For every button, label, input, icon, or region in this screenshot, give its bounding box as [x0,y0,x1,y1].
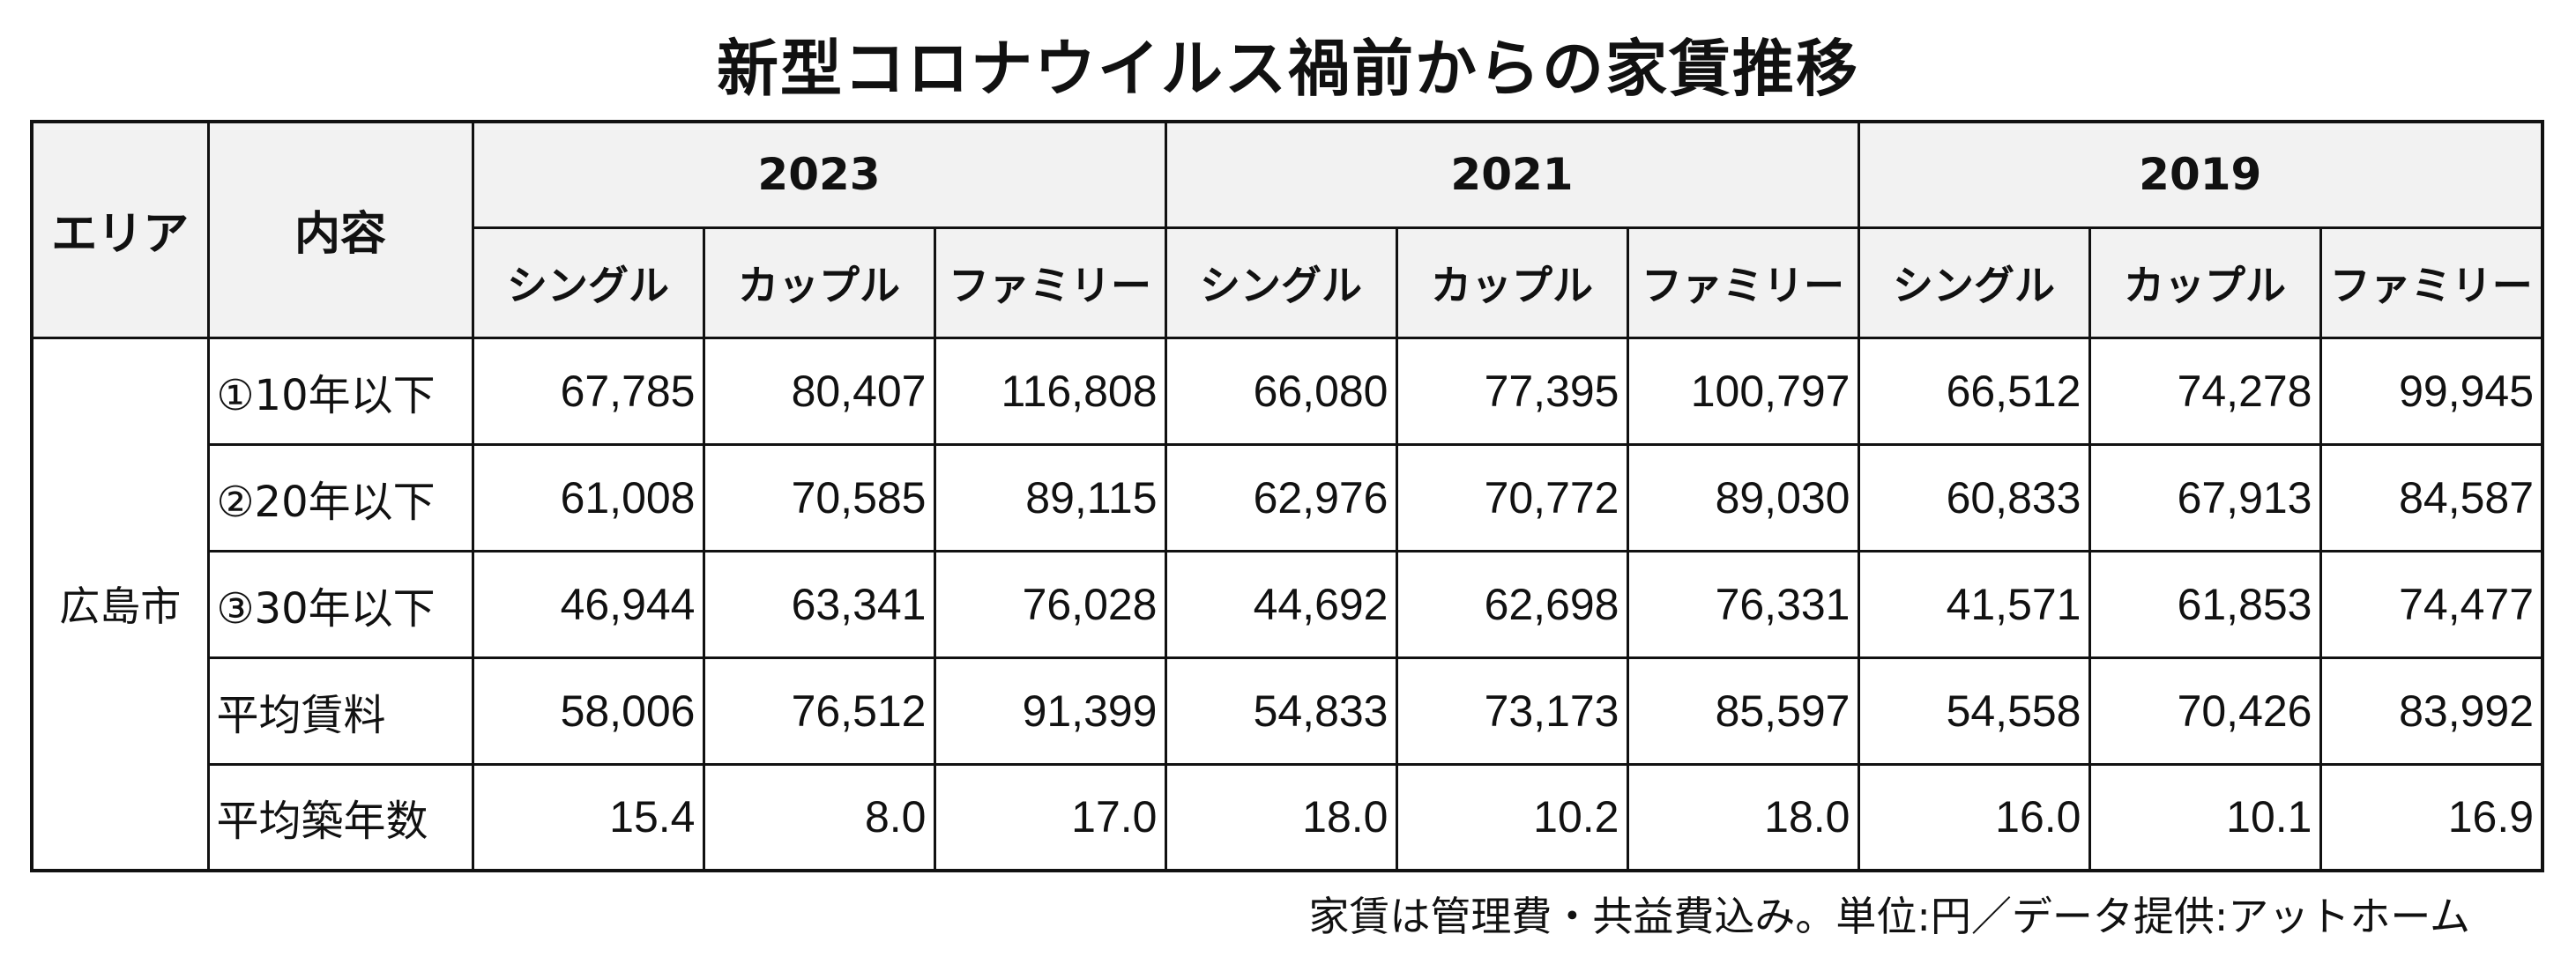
source-note: 家賃は管理費・共益費込み。単位:円／データ提供:アットホーム [1308,893,2470,940]
value-cell: 60,833 [1857,442,2091,553]
type-header-family: ファミリー [1626,226,1860,339]
type-header-family: ファミリー [933,226,1167,339]
value-cell: 83,992 [2319,656,2544,766]
value-cell: 66,512 [1857,336,2091,446]
value-cell: 76,512 [702,656,936,766]
value-cell: 116,808 [933,336,1167,446]
value-cell: 10.1 [2088,762,2322,872]
year-header-row: エリア 内容 2023 2021 2019 [30,120,2544,339]
area-cell: 広島市 [30,336,210,872]
value-cell: 41,571 [1857,549,2091,659]
value-cell: 76,028 [933,549,1167,659]
row-label: 平均賃料 [206,656,474,766]
value-cell: 70,585 [702,442,936,553]
type-header-single: シングル [1164,226,1398,339]
year-header-2023: 2023 [471,120,1167,229]
value-cell: 61,008 [471,442,705,553]
value-cell: 99,945 [2319,336,2544,446]
value-cell: 46,944 [471,549,705,659]
value-cell: 18.0 [1164,762,1398,872]
value-cell: 89,030 [1626,442,1860,553]
value-cell: 76,331 [1626,549,1860,659]
row-label: ②20年以下 [206,442,474,553]
value-cell: 100,797 [1626,336,1860,446]
row-label: 平均築年数 [206,762,474,872]
value-cell: 67,785 [471,336,705,446]
table-row: ②20年以下 61,008 70,585 89,115 62,976 70,77… [32,442,2544,553]
value-cell: 58,006 [471,656,705,766]
type-header-couple: カップル [1395,226,1629,339]
value-cell: 89,115 [933,442,1167,553]
value-cell: 70,426 [2088,656,2322,766]
table-row: 平均築年数 15.4 8.0 17.0 18.0 10.2 18.0 16.0 … [32,762,2544,872]
value-cell: 54,833 [1164,656,1398,766]
table-row: 広島市 ①10年以下 67,785 80,407 116,808 66,080 … [30,336,2544,872]
type-header-single: シングル [471,226,705,339]
value-cell: 8.0 [702,762,936,872]
value-cell: 85,597 [1626,656,1860,766]
value-cell: 18.0 [1626,762,1860,872]
value-cell: 44,692 [1164,549,1398,659]
value-cell: 84,587 [2319,442,2544,553]
year-header-2021: 2021 [1164,120,1860,229]
value-cell: 66,080 [1164,336,1398,446]
value-cell: 10.2 [1395,762,1629,872]
value-cell: 67,913 [2088,442,2322,553]
value-cell: 61,853 [2088,549,2322,659]
row-label: ①10年以下 [206,336,474,446]
table-row: ③30年以下 46,944 63,341 76,028 44,692 62,69… [32,549,2544,659]
value-cell: 74,477 [2319,549,2544,659]
rent-table: エリア 内容 2023 2021 2019 シングル カップル ファミリー シン… [30,120,2545,872]
area-header: エリア [30,120,210,339]
type-header-couple: カップル [2088,226,2322,339]
value-cell: 62,698 [1395,549,1629,659]
value-cell: 80,407 [702,336,936,446]
year-header-2019: 2019 [1857,120,2544,229]
value-cell: 16.0 [1857,762,2091,872]
table-row: 平均賃料 58,006 76,512 91,399 54,833 73,173 … [32,656,2544,766]
content-header: 内容 [206,120,474,339]
type-header-family: ファミリー [2319,226,2544,339]
row-label: ③30年以下 [206,549,474,659]
type-header-row: シングル カップル ファミリー シングル カップル ファミリー シングル カップ… [32,226,2544,339]
value-cell: 16.9 [2319,762,2544,872]
value-cell: 73,173 [1395,656,1629,766]
value-cell: 91,399 [933,656,1167,766]
value-cell: 17.0 [933,762,1167,872]
value-cell: 15.4 [471,762,705,872]
value-cell: 74,278 [2088,336,2322,446]
value-cell: 77,395 [1395,336,1629,446]
value-cell: 54,558 [1857,656,2091,766]
value-cell: 62,976 [1164,442,1398,553]
page-title: 新型コロナウイルス禍前からの家賃推移 [717,33,1859,105]
type-header-single: シングル [1857,226,2091,339]
type-header-couple: カップル [702,226,936,339]
value-cell: 70,772 [1395,442,1629,553]
value-cell: 63,341 [702,549,936,659]
